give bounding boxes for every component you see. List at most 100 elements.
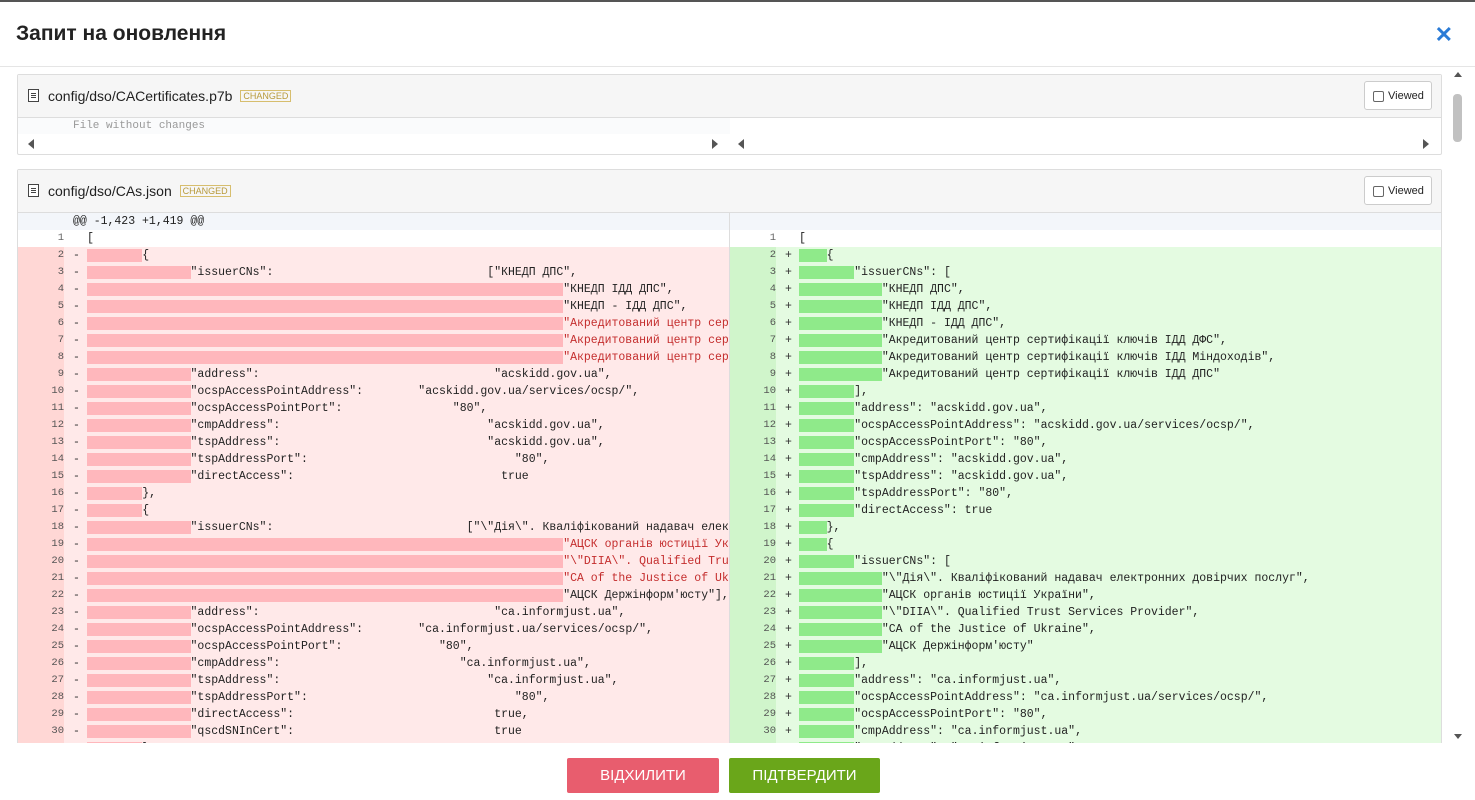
deletion-sign: - <box>73 419 80 432</box>
viewed-label: Viewed <box>1388 90 1424 102</box>
deletion-sign: - <box>73 249 80 262</box>
diff-line: 5- "КНЕДП - ІДД ДПС", <box>18 298 729 315</box>
code-text: "address": "acskidd.gov.ua", <box>799 400 1047 417</box>
addition-sign: + <box>785 419 792 432</box>
addition-sign: + <box>785 606 792 619</box>
changed-whitespace <box>87 470 191 483</box>
checkbox-icon[interactable] <box>1373 91 1384 102</box>
changed-whitespace <box>799 487 855 500</box>
scroll-up-icon[interactable] <box>1454 72 1462 77</box>
deletion-sign: - <box>73 572 80 585</box>
changed-whitespace <box>87 742 143 743</box>
diff-line: 18- "issuerCNs": ["\"Дія\". Кваліфікован… <box>18 519 729 536</box>
code-text: "АЦСК Держінформ'юсту"], <box>87 587 729 604</box>
vertical-scrollbar[interactable] <box>1450 68 1466 743</box>
deletion-sign: - <box>73 385 80 398</box>
line-number: 17 <box>730 502 776 519</box>
diff-scroll-area[interactable]: config/dso/CACertificates.p7b CHANGED Vi… <box>8 68 1450 743</box>
changed-whitespace <box>87 640 191 653</box>
line-number: 7 <box>730 332 776 349</box>
diff-line: 17 + "directAccess": true <box>730 502 1441 519</box>
split-diff[interactable]: @@ -1,423 +1,419 @@ 1[2- {3- "issuerCNs"… <box>18 213 1441 743</box>
line-number: 14 <box>18 451 64 468</box>
scroll-left-icon[interactable] <box>28 139 34 149</box>
code-text: }, <box>87 485 156 502</box>
deletion-sign: - <box>73 470 80 483</box>
addition-sign: + <box>785 385 792 398</box>
diff-left-pane[interactable]: @@ -1,423 +1,419 @@ 1[2- {3- "issuerCNs"… <box>18 213 729 743</box>
addition-sign: + <box>785 317 792 330</box>
changed-whitespace <box>799 504 855 517</box>
code-text: "cmpAddress": "ca.informjust.ua", <box>799 723 1082 740</box>
changed-whitespace <box>799 419 855 432</box>
addition-sign: + <box>785 623 792 636</box>
code-text: { <box>799 247 834 264</box>
addition-sign: + <box>785 487 792 500</box>
line-number: 15 <box>730 468 776 485</box>
line-number: 21 <box>730 570 776 587</box>
line-number: 27 <box>730 672 776 689</box>
changed-whitespace <box>799 266 855 279</box>
addition-sign: + <box>785 589 792 602</box>
line-number: 22 <box>730 587 776 604</box>
changed-whitespace <box>87 351 564 364</box>
changed-whitespace <box>87 300 564 313</box>
diff-line: 15- "directAccess": true <box>18 468 729 485</box>
close-icon[interactable]: ✕ <box>1434 22 1453 47</box>
file-icon <box>28 89 39 102</box>
changed-whitespace <box>87 487 143 500</box>
changed-whitespace <box>799 368 882 381</box>
addition-sign: + <box>785 538 792 551</box>
confirm-button[interactable]: ПІДТВЕРДИТИ <box>729 758 880 793</box>
deletion-sign: - <box>73 402 80 415</box>
scroll-right-icon[interactable] <box>712 139 718 149</box>
changed-whitespace <box>87 708 191 721</box>
scroll-right-icon[interactable] <box>1423 139 1429 149</box>
addition-sign: + <box>785 674 792 687</box>
diff-line: 15 + "tspAddress": "acskidd.gov.ua", <box>730 468 1441 485</box>
changed-whitespace <box>87 589 564 602</box>
code-text: }, <box>799 519 840 536</box>
diff-line: 8- "Акредитований центр сер <box>18 349 729 366</box>
changed-whitespace <box>799 708 855 721</box>
diff-line: 3- "issuerCNs": ["КНЕДП ДПС", <box>18 264 729 281</box>
viewed-label: Viewed <box>1388 185 1424 197</box>
deletion-sign: - <box>73 266 80 279</box>
diff-line: 27 + "address": "ca.informjust.ua", <box>730 672 1441 689</box>
viewed-toggle[interactable]: Viewed <box>1364 176 1432 205</box>
addition-sign: + <box>785 708 792 721</box>
addition-sign: + <box>785 453 792 466</box>
diff-line: 21- "CA of the Justice of Uk <box>18 570 729 587</box>
right-pane-empty <box>730 118 1441 134</box>
changed-whitespace <box>799 538 827 551</box>
horizontal-scrollbar[interactable] <box>18 134 1441 152</box>
scrollbar-thumb[interactable] <box>1453 94 1462 142</box>
line-number: 29 <box>18 706 64 723</box>
viewed-toggle[interactable]: Viewed <box>1364 81 1432 110</box>
changed-whitespace <box>87 521 191 534</box>
code-text: "CA of the Justice of Ukraine", <box>799 621 1096 638</box>
code-text: ], <box>799 655 868 672</box>
diff-line: 29- "directAccess": true, <box>18 706 729 723</box>
file-path-text: config/dso/CAs.json <box>48 183 172 199</box>
code-text: "address": "acskidd.gov.ua", <box>87 366 612 383</box>
line-number: 20 <box>730 553 776 570</box>
diff-line: 14 + "cmpAddress": "acskidd.gov.ua", <box>730 451 1441 468</box>
line-number: 9 <box>730 366 776 383</box>
file-card-cas-json: config/dso/CAs.json CHANGED Viewed @@ -1… <box>17 169 1442 743</box>
changed-whitespace <box>799 555 855 568</box>
addition-sign: + <box>785 368 792 381</box>
diff-right-pane[interactable]: 1[2 + {3 + "issuerCNs": [4 + "КНЕДП ДПС", 5 +… <box>730 213 1441 743</box>
diff-line: 25- "ocspAccessPointPort": "80", <box>18 638 729 655</box>
changed-whitespace <box>87 317 564 330</box>
reject-button[interactable]: ВІДХИЛИТИ <box>567 758 719 793</box>
scroll-left-icon[interactable] <box>738 139 744 149</box>
addition-sign: + <box>785 266 792 279</box>
checkbox-icon[interactable] <box>1373 186 1384 197</box>
deletion-sign: - <box>73 334 80 347</box>
line-number: 16 <box>730 485 776 502</box>
code-text: { <box>87 502 149 519</box>
addition-sign: + <box>785 555 792 568</box>
scroll-down-icon[interactable] <box>1454 734 1462 739</box>
line-number: 1 <box>57 232 64 244</box>
